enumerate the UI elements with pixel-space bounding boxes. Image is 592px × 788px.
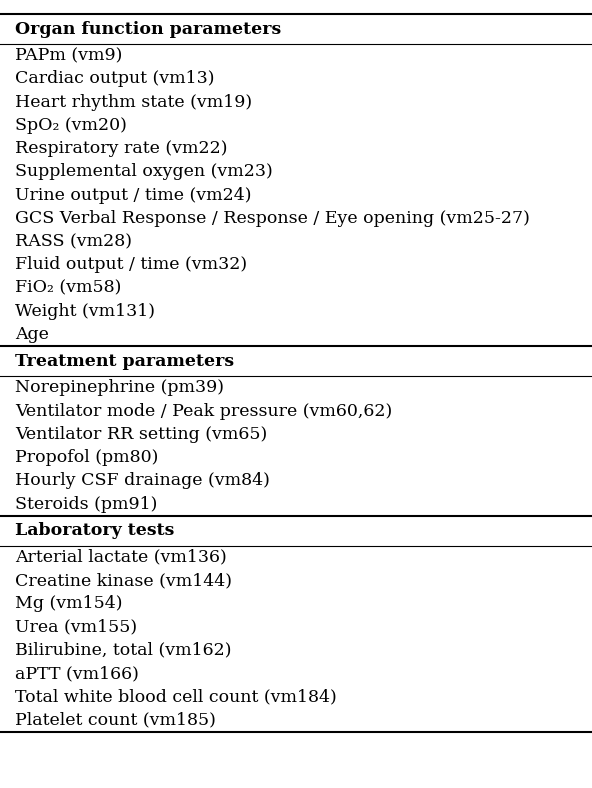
Text: RASS (vm28): RASS (vm28): [15, 233, 132, 251]
Text: Hourly CSF drainage (vm84): Hourly CSF drainage (vm84): [15, 472, 270, 489]
Text: Fluid output / time (vm32): Fluid output / time (vm32): [15, 256, 247, 273]
Text: aPTT (vm166): aPTT (vm166): [15, 665, 139, 682]
Text: Ventilator RR setting (vm65): Ventilator RR setting (vm65): [15, 426, 267, 443]
Text: PAPm (vm9): PAPm (vm9): [15, 47, 122, 65]
Text: Respiratory rate (vm22): Respiratory rate (vm22): [15, 140, 227, 158]
Text: Platelet count (vm185): Platelet count (vm185): [15, 712, 215, 729]
Text: Propofol (pm80): Propofol (pm80): [15, 449, 158, 466]
Text: Treatment parameters: Treatment parameters: [15, 353, 234, 370]
Text: Urine output / time (vm24): Urine output / time (vm24): [15, 187, 251, 204]
Text: Steroids (pm91): Steroids (pm91): [15, 496, 157, 513]
Text: GCS Verbal Response / Response / Eye opening (vm25-27): GCS Verbal Response / Response / Eye ope…: [15, 210, 530, 227]
Text: Supplemental oxygen (vm23): Supplemental oxygen (vm23): [15, 163, 272, 180]
Text: Arterial lactate (vm136): Arterial lactate (vm136): [15, 548, 227, 566]
Text: Cardiac output (vm13): Cardiac output (vm13): [15, 70, 214, 87]
Text: Total white blood cell count (vm184): Total white blood cell count (vm184): [15, 688, 336, 705]
Text: FiO₂ (vm58): FiO₂ (vm58): [15, 280, 121, 297]
Text: Organ function parameters: Organ function parameters: [15, 20, 281, 38]
Text: SpO₂ (vm20): SpO₂ (vm20): [15, 117, 127, 134]
Text: Weight (vm131): Weight (vm131): [15, 303, 155, 320]
Text: Norepinephrine (pm39): Norepinephrine (pm39): [15, 379, 224, 396]
Text: Ventilator mode / Peak pressure (vm60,62): Ventilator mode / Peak pressure (vm60,62…: [15, 403, 392, 420]
Text: Creatine kinase (vm144): Creatine kinase (vm144): [15, 572, 232, 589]
Text: Urea (vm155): Urea (vm155): [15, 619, 137, 636]
Text: Age: Age: [15, 326, 49, 344]
Text: Heart rhythm state (vm19): Heart rhythm state (vm19): [15, 94, 252, 111]
Text: Laboratory tests: Laboratory tests: [15, 522, 174, 539]
Text: Mg (vm154): Mg (vm154): [15, 595, 123, 612]
Text: Bilirubine, total (vm162): Bilirubine, total (vm162): [15, 641, 231, 659]
